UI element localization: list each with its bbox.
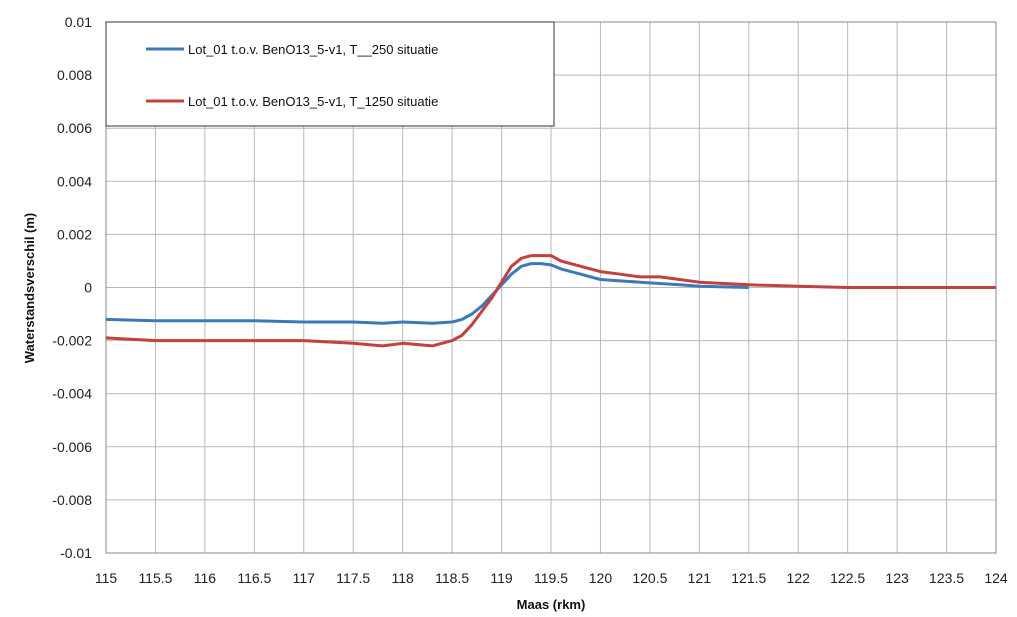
x-tick-label: 123.5 (929, 570, 964, 586)
x-tick-label: 116 (194, 570, 217, 586)
y-tick-label: 0.008 (57, 67, 92, 83)
legend-box (105, 21, 555, 127)
y-tick-label: 0.006 (57, 120, 92, 136)
x-tick-label: 115.5 (138, 570, 172, 586)
x-tick-label: 119.5 (534, 570, 568, 586)
x-axis-label: Maas (rkm) (517, 597, 586, 612)
y-tick-label: 0.002 (57, 226, 92, 242)
x-tick-label: 123 (885, 570, 909, 586)
legend-label-t1250: Lot_01 t.o.v. BenO13_5-v1, T_1250 situat… (188, 94, 438, 109)
legend-label-t250: Lot_01 t.o.v. BenO13_5-v1, T__250 situat… (188, 42, 438, 57)
y-axis-label: Waterstandsverschil (m) (22, 213, 37, 364)
x-tick-label: 115 (95, 570, 118, 586)
x-tick-label: 120.5 (632, 570, 667, 586)
x-tick-label: 119 (490, 570, 513, 586)
x-tick-label: 116.5 (237, 570, 271, 586)
y-tick-label: 0.004 (57, 173, 92, 189)
y-tick-label: 0.01 (65, 14, 92, 30)
series-line-1 (105, 254, 996, 348)
x-tick-label: 121.5 (731, 570, 766, 586)
x-tick-label: 118 (392, 570, 415, 586)
x-tick-label: 117 (293, 570, 316, 586)
series-line-0 (105, 262, 749, 325)
x-tick-label: 121 (688, 570, 712, 586)
x-tick-label: 122.5 (830, 570, 865, 586)
y-tick-label: -0.01 (60, 545, 92, 561)
y-tick-label: -0.008 (52, 492, 92, 508)
y-tick-label: 0 (84, 280, 92, 296)
x-tick-label: 118.5 (435, 570, 469, 586)
y-axis-ticks: 0.01 0.008 0.006 0.004 0.002 0 -0.002 -0.004 -0.… (52, 14, 92, 561)
x-tick-label: 122 (787, 570, 811, 586)
series-lines (105, 254, 996, 348)
y-tick-label: -0.002 (52, 333, 92, 349)
x-tick-label: 117.5 (336, 570, 370, 586)
y-tick-label: -0.004 (52, 386, 92, 402)
x-axis-ticks: 115 115.5 116 116.5 117 117.5 118 118.5 119 119.5… (95, 570, 1008, 586)
x-tick-label: 120 (589, 570, 613, 586)
legend: Lot_01 t.o.v. BenO13_5-v1, T__250 situat… (105, 21, 555, 127)
y-tick-label: -0.006 (52, 439, 92, 455)
x-tick-label: 124 (984, 570, 1008, 586)
